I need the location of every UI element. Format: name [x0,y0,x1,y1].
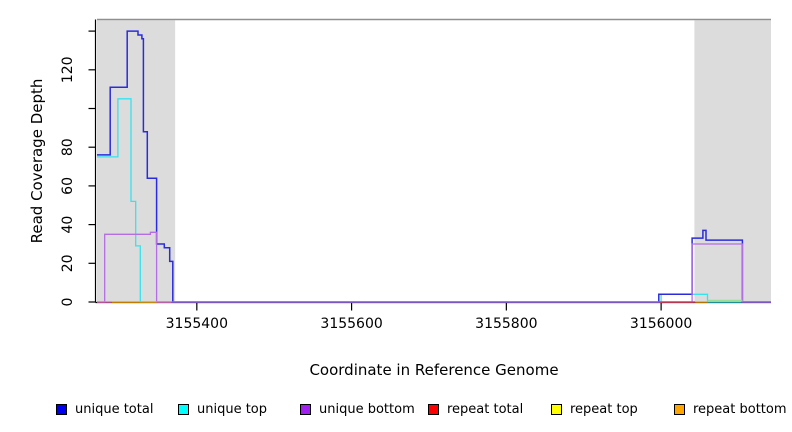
series-unique-top [97,98,771,303]
legend-item-unique-top: unique top [178,399,267,419]
series-unique-total [97,30,771,303]
legend-label: repeat top [570,401,638,417]
legend-item-repeat-bottom: repeat bottom [674,399,787,419]
legend-item-repeat-total: repeat total [428,399,523,419]
legend-swatch-icon [428,403,439,415]
y-tick-label: 40 [60,216,76,234]
series-unique-bottom [97,231,771,303]
y-tick-label: 60 [60,177,76,195]
x-axis-title: Coordinate in Reference Genome [309,361,559,379]
legend-label: unique total [75,401,154,417]
x-tick-label: 3155400 [166,316,228,332]
legend-swatch-icon [300,403,311,415]
legend-item-unique-total: unique total [56,399,153,419]
chart-legend: unique total unique top unique bottom repea… [0,399,792,421]
x-tick-label: 3155800 [475,316,537,332]
legend-item-repeat-top: repeat top [551,399,638,419]
y-tick-label: 80 [60,138,76,156]
legend-swatch-icon [674,403,685,415]
repeat-region-shading [97,20,176,303]
repeat-region-shading [694,20,771,303]
legend-swatch-icon [178,403,189,415]
legend-label: repeat total [447,401,524,417]
y-axis-title: Read Coverage Depth [28,78,46,244]
legend-swatch-icon [551,403,562,415]
legend-swatch-icon [56,403,67,415]
x-tick-label: 3155600 [320,316,382,332]
y-tick-label: 120 [60,56,76,83]
legend-label: unique top [197,401,268,417]
legend-label: unique bottom [319,401,415,417]
y-tick-label: 20 [60,254,76,272]
y-tick-label: 0 [60,298,76,307]
x-tick-label: 3156000 [630,316,692,332]
legend-label: repeat bottom [693,401,787,417]
legend-item-unique-bottom: unique bottom [300,399,415,419]
